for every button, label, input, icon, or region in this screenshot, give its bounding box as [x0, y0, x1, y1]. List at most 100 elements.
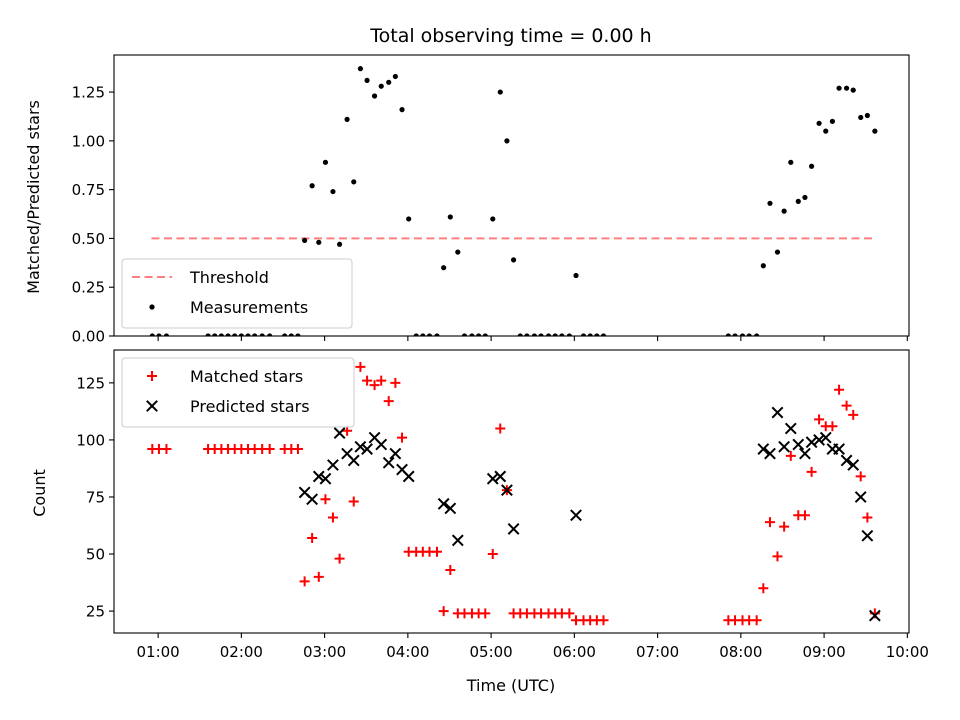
measurement-point — [594, 333, 600, 336]
ratio-legend-label: Measurements — [190, 298, 308, 317]
ratio-panel: Total observing time = 0.00 h Matched/Pr… — [24, 25, 910, 346]
predicted-point — [847, 459, 860, 471]
count-x-tick-label: 09:00 — [802, 643, 845, 661]
measurement-point — [760, 263, 766, 269]
predicted-point — [486, 472, 499, 485]
measurement-point — [386, 79, 392, 85]
matched-point — [834, 384, 845, 395]
count-legend-box — [121, 357, 355, 428]
predicted-point — [861, 529, 874, 542]
measurement-point — [149, 333, 155, 336]
matched-point — [764, 517, 775, 528]
measurement-point — [531, 333, 537, 336]
measurement-point — [238, 333, 244, 336]
measurement-point — [212, 333, 218, 336]
matched-point — [772, 551, 783, 562]
count-x-tick-label: 04:00 — [386, 643, 429, 661]
predicted-point — [570, 509, 582, 522]
count-x-tick-label: 06:00 — [553, 643, 596, 661]
count-legend: Matched stars Predicted stars — [121, 357, 355, 428]
ratio-plot-area — [149, 66, 878, 336]
count-legend-label: Matched stars — [190, 367, 303, 386]
matched-point — [758, 583, 769, 594]
measurement-point — [357, 66, 364, 72]
measurement-point — [858, 114, 864, 121]
measurement-point — [732, 333, 738, 336]
measurement-point — [600, 333, 607, 336]
count-legend-label: Predicted stars — [190, 397, 310, 416]
count-series-matched-stars — [147, 361, 880, 626]
matched-point — [369, 380, 380, 391]
measurement-point — [252, 333, 258, 336]
measurement-point — [517, 333, 523, 336]
time-x-axis-label: Time (UTC) — [466, 676, 555, 695]
measurement-point — [725, 333, 731, 336]
measurement-point — [420, 333, 426, 336]
predicted-point — [819, 431, 832, 444]
measurement-point — [378, 83, 384, 89]
predicted-point — [494, 470, 507, 483]
measurement-point — [573, 272, 579, 279]
matched-point — [487, 549, 498, 560]
predicted-point — [784, 422, 797, 435]
predicted-point — [382, 456, 395, 469]
measurement-point — [336, 241, 343, 247]
measurement-point — [767, 200, 773, 206]
measurement-point — [482, 333, 488, 336]
ratio-y-tick-label: 0.25 — [72, 279, 105, 297]
matched-point — [376, 375, 387, 386]
measurement-point — [447, 214, 453, 220]
matched-point — [598, 615, 609, 626]
measurement-point — [426, 333, 433, 336]
measurement-point — [316, 239, 322, 245]
measurement-point — [413, 333, 419, 336]
matched-point — [320, 494, 331, 505]
measurement-point — [371, 93, 378, 99]
matched-point — [327, 512, 338, 523]
measurement-point — [156, 333, 162, 336]
ratio-legend-handle — [149, 304, 155, 310]
measurement-point — [364, 77, 370, 83]
count-x-tick-label: 10:00 — [886, 643, 929, 661]
predicted-point — [501, 484, 513, 497]
predicted-point — [840, 454, 853, 467]
predicted-point — [778, 440, 791, 453]
predicted-point — [347, 454, 360, 467]
measurement-point — [809, 163, 815, 169]
matched-point — [431, 546, 442, 557]
measurement-point — [864, 112, 870, 119]
matched-point — [161, 444, 172, 455]
count-y-tick-label: 50 — [86, 546, 105, 564]
measurement-point — [545, 333, 552, 336]
ratio-legend-label: Threshold — [189, 268, 269, 287]
predicted-point — [327, 459, 339, 471]
matched-point — [264, 444, 275, 455]
predicted-point — [354, 440, 367, 453]
measurement-point — [850, 87, 856, 93]
measurement-point — [524, 333, 530, 336]
measurement-point — [322, 159, 329, 165]
measurement-point — [836, 85, 842, 91]
matched-point — [362, 375, 373, 386]
measurement-point — [829, 118, 836, 124]
ratio-y-axis-label: Matched/Predicted stars — [24, 100, 43, 294]
ratio-legend: Threshold Measurements — [121, 258, 353, 329]
measurement-point — [344, 116, 350, 122]
ratio-axes-frame — [113, 54, 910, 337]
measurement-point — [163, 333, 170, 336]
measurement-point — [406, 216, 412, 222]
predicted-point — [437, 497, 450, 510]
measurement-point — [754, 333, 760, 336]
measurement-point — [504, 138, 510, 144]
count-x-tick-label: 02:00 — [220, 643, 263, 661]
count-series-predicted-stars — [298, 406, 881, 622]
measurement-point — [816, 120, 822, 126]
ratio-y-tick-label: 0.75 — [72, 181, 105, 199]
measurement-point — [510, 257, 517, 263]
matched-point — [307, 533, 318, 544]
measurement-point — [399, 107, 405, 113]
measurement-point — [392, 73, 398, 80]
count-y-tick-label: 25 — [86, 603, 105, 621]
measurement-point — [497, 89, 503, 95]
measurement-point — [476, 333, 482, 336]
